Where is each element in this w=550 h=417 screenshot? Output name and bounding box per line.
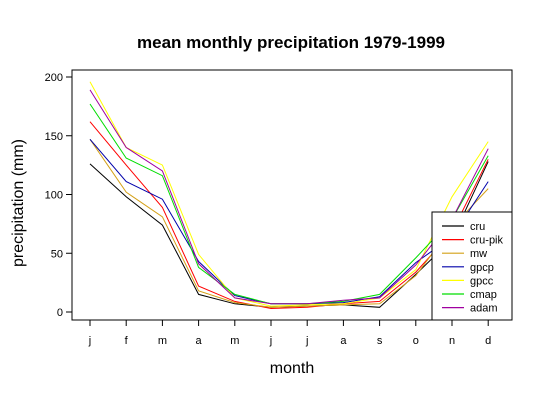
series-line-cru xyxy=(89,161,489,308)
x-tick-label: s xyxy=(377,335,383,347)
y-tick-label: 150 xyxy=(45,131,63,143)
x-axis-label: month xyxy=(270,360,314,377)
x-tick-label: j xyxy=(269,335,272,347)
x-tick-label: m xyxy=(158,335,167,347)
x-tick-label: a xyxy=(340,335,347,347)
legend-label: cru-pik xyxy=(470,235,504,247)
series-line-gpcp xyxy=(89,138,489,305)
legend-label: adam xyxy=(470,303,498,315)
series-layer xyxy=(89,81,489,310)
legend-label: cmap xyxy=(470,289,497,301)
x-tick-label: j xyxy=(305,335,308,347)
series-line-cmap xyxy=(89,103,489,305)
x-tick-label: d xyxy=(485,335,491,347)
x-tick-label: j xyxy=(88,335,91,347)
legend-label: gpcc xyxy=(470,275,494,287)
x-tick-label: m xyxy=(230,335,239,347)
chart-title: mean monthly precipitation 1979-1999 xyxy=(137,33,445,52)
y-axis-label: precipitation (mm) xyxy=(10,139,27,267)
series-line-mw xyxy=(89,139,489,308)
series-line-gpcc xyxy=(89,81,489,307)
x-tick-label: a xyxy=(196,335,203,347)
legend-label: gpcp xyxy=(470,262,494,274)
y-tick-label: 100 xyxy=(45,190,63,202)
y-axis: 0 50 100 150 200 xyxy=(45,72,72,319)
legend-label: cru xyxy=(470,221,485,233)
x-tick-label: n xyxy=(449,335,455,347)
y-tick-label: 0 xyxy=(57,307,63,319)
series-line-adam xyxy=(89,89,489,305)
y-tick-label: 50 xyxy=(51,248,63,260)
y-tick-label: 200 xyxy=(45,72,63,84)
legend-box xyxy=(431,211,513,321)
series-line-cru-pik xyxy=(89,121,489,310)
x-tick-label: o xyxy=(413,335,419,347)
x-tick-label: f xyxy=(125,335,129,347)
legend-label: mw xyxy=(470,248,487,260)
